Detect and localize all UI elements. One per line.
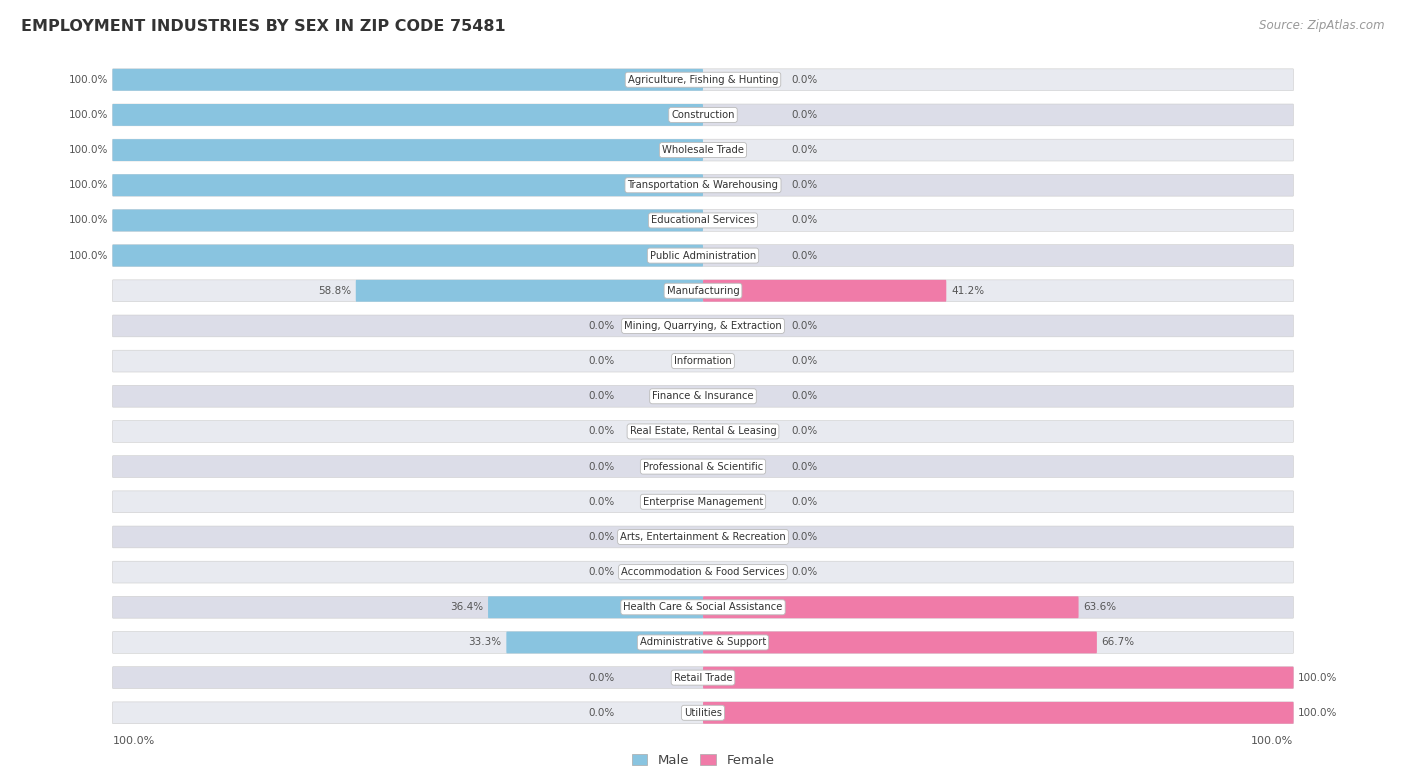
Text: 100.0%: 100.0%	[69, 75, 108, 85]
Text: 0.0%: 0.0%	[588, 462, 614, 472]
Text: 63.6%: 63.6%	[1083, 602, 1116, 612]
Legend: Male, Female: Male, Female	[631, 754, 775, 767]
Text: 0.0%: 0.0%	[792, 215, 818, 225]
Text: Agriculture, Fishing & Hunting: Agriculture, Fishing & Hunting	[627, 75, 779, 85]
FancyBboxPatch shape	[112, 526, 1294, 548]
Text: 0.0%: 0.0%	[588, 708, 614, 718]
Text: 0.0%: 0.0%	[588, 673, 614, 683]
Text: Wholesale Trade: Wholesale Trade	[662, 145, 744, 155]
FancyBboxPatch shape	[112, 597, 1294, 618]
FancyBboxPatch shape	[112, 385, 1294, 407]
Text: Arts, Entertainment & Recreation: Arts, Entertainment & Recreation	[620, 532, 786, 542]
Text: Mining, Quarrying, & Extraction: Mining, Quarrying, & Extraction	[624, 321, 782, 331]
FancyBboxPatch shape	[356, 280, 703, 301]
Text: 0.0%: 0.0%	[588, 392, 614, 401]
Text: Information: Information	[673, 356, 733, 366]
Text: Construction: Construction	[671, 110, 735, 120]
FancyBboxPatch shape	[112, 139, 703, 161]
FancyBboxPatch shape	[488, 597, 703, 618]
Text: 0.0%: 0.0%	[792, 532, 818, 542]
Text: 0.0%: 0.0%	[792, 392, 818, 401]
FancyBboxPatch shape	[112, 632, 1294, 653]
Text: Administrative & Support: Administrative & Support	[640, 637, 766, 647]
FancyBboxPatch shape	[112, 139, 1294, 161]
Text: 0.0%: 0.0%	[792, 75, 818, 85]
FancyBboxPatch shape	[112, 350, 1294, 372]
Text: Public Administration: Public Administration	[650, 251, 756, 260]
Text: Real Estate, Rental & Leasing: Real Estate, Rental & Leasing	[630, 427, 776, 437]
FancyBboxPatch shape	[112, 455, 1294, 478]
Text: 0.0%: 0.0%	[792, 567, 818, 577]
Text: Finance & Insurance: Finance & Insurance	[652, 392, 754, 401]
Text: 100.0%: 100.0%	[69, 145, 108, 155]
Text: 0.0%: 0.0%	[588, 567, 614, 577]
Text: 0.0%: 0.0%	[792, 356, 818, 366]
Text: 66.7%: 66.7%	[1102, 637, 1135, 647]
FancyBboxPatch shape	[703, 280, 946, 301]
Text: Professional & Scientific: Professional & Scientific	[643, 462, 763, 472]
Text: Enterprise Management: Enterprise Management	[643, 497, 763, 507]
FancyBboxPatch shape	[112, 420, 1294, 442]
Text: 0.0%: 0.0%	[588, 321, 614, 331]
Text: 0.0%: 0.0%	[792, 321, 818, 331]
Text: 0.0%: 0.0%	[792, 427, 818, 437]
Text: 0.0%: 0.0%	[588, 356, 614, 366]
FancyBboxPatch shape	[112, 561, 1294, 583]
Text: 0.0%: 0.0%	[792, 497, 818, 507]
Text: 0.0%: 0.0%	[588, 427, 614, 437]
Text: Transportation & Warehousing: Transportation & Warehousing	[627, 180, 779, 190]
Text: Accommodation & Food Services: Accommodation & Food Services	[621, 567, 785, 577]
FancyBboxPatch shape	[112, 491, 1294, 513]
FancyBboxPatch shape	[112, 174, 703, 196]
Text: 0.0%: 0.0%	[792, 110, 818, 120]
Text: 0.0%: 0.0%	[792, 462, 818, 472]
FancyBboxPatch shape	[112, 69, 703, 91]
Text: Educational Services: Educational Services	[651, 215, 755, 225]
Text: EMPLOYMENT INDUSTRIES BY SEX IN ZIP CODE 75481: EMPLOYMENT INDUSTRIES BY SEX IN ZIP CODE…	[21, 19, 506, 34]
Text: 100.0%: 100.0%	[69, 180, 108, 190]
Text: 100.0%: 100.0%	[1251, 736, 1294, 746]
Text: 0.0%: 0.0%	[792, 180, 818, 190]
Text: 100.0%: 100.0%	[69, 110, 108, 120]
FancyBboxPatch shape	[703, 702, 1294, 723]
Text: 36.4%: 36.4%	[450, 602, 484, 612]
Text: Retail Trade: Retail Trade	[673, 673, 733, 683]
FancyBboxPatch shape	[112, 69, 1294, 91]
Text: 0.0%: 0.0%	[792, 145, 818, 155]
FancyBboxPatch shape	[112, 245, 703, 267]
FancyBboxPatch shape	[506, 632, 703, 653]
Text: 0.0%: 0.0%	[588, 532, 614, 542]
FancyBboxPatch shape	[112, 210, 703, 232]
FancyBboxPatch shape	[703, 632, 1097, 653]
FancyBboxPatch shape	[112, 667, 1294, 688]
FancyBboxPatch shape	[112, 104, 703, 126]
FancyBboxPatch shape	[703, 667, 1294, 688]
Text: 58.8%: 58.8%	[318, 286, 352, 296]
FancyBboxPatch shape	[112, 702, 1294, 723]
FancyBboxPatch shape	[703, 597, 1078, 618]
Text: 100.0%: 100.0%	[1298, 708, 1337, 718]
Text: 100.0%: 100.0%	[112, 736, 155, 746]
Text: 41.2%: 41.2%	[950, 286, 984, 296]
Text: Manufacturing: Manufacturing	[666, 286, 740, 296]
FancyBboxPatch shape	[112, 174, 1294, 196]
Text: 100.0%: 100.0%	[69, 215, 108, 225]
Text: 0.0%: 0.0%	[588, 497, 614, 507]
Text: 100.0%: 100.0%	[1298, 673, 1337, 683]
Text: Source: ZipAtlas.com: Source: ZipAtlas.com	[1260, 19, 1385, 33]
Text: Utilities: Utilities	[683, 708, 723, 718]
FancyBboxPatch shape	[112, 245, 1294, 267]
Text: 0.0%: 0.0%	[792, 251, 818, 260]
FancyBboxPatch shape	[112, 210, 1294, 232]
Text: 33.3%: 33.3%	[468, 637, 502, 647]
FancyBboxPatch shape	[112, 280, 1294, 301]
Text: Health Care & Social Assistance: Health Care & Social Assistance	[623, 602, 783, 612]
Text: 100.0%: 100.0%	[69, 251, 108, 260]
FancyBboxPatch shape	[112, 104, 1294, 126]
FancyBboxPatch shape	[112, 315, 1294, 337]
